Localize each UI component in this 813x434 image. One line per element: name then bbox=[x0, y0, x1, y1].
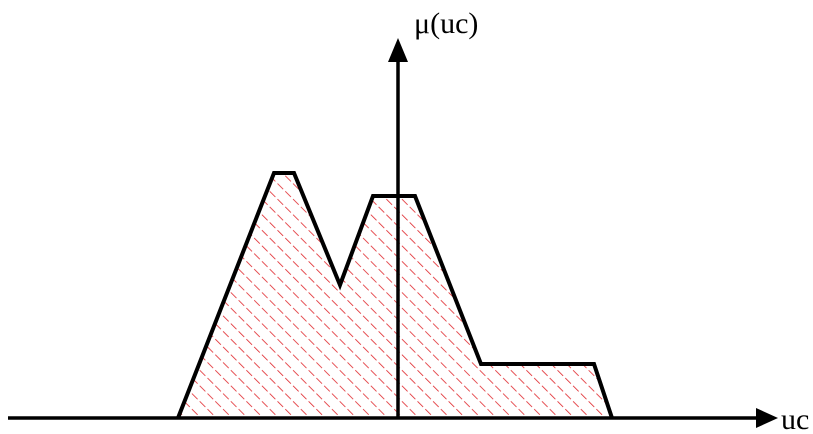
x-axis-arrowhead bbox=[756, 408, 778, 428]
membership-area-fill bbox=[178, 173, 612, 418]
x-axis-label: uc bbox=[781, 403, 809, 434]
membership-curve bbox=[176, 171, 614, 419]
y-axis-label: μ(uc) bbox=[414, 7, 478, 40]
y-axis-arrowhead bbox=[388, 38, 408, 62]
